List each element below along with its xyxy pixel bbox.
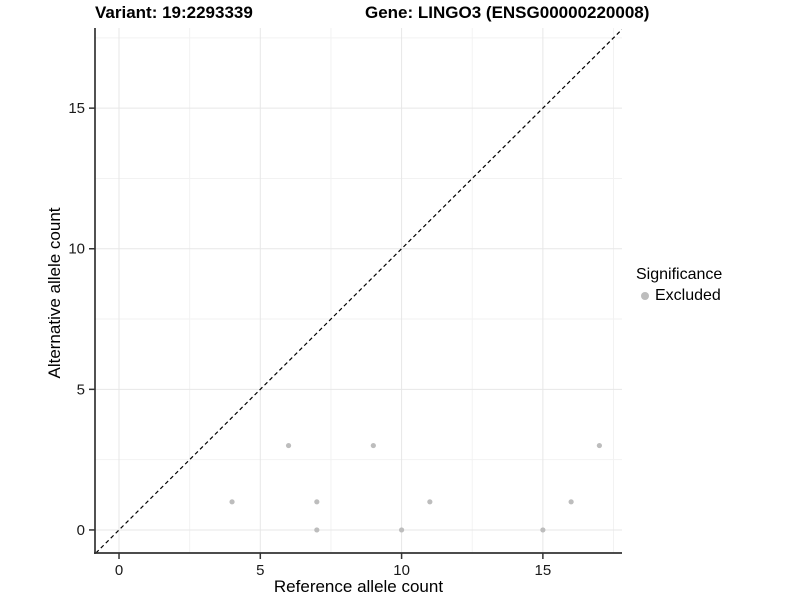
legend: Significance Excluded bbox=[636, 266, 722, 305]
svg-text:0: 0 bbox=[77, 522, 85, 539]
legend-item-excluded: Excluded bbox=[636, 287, 722, 305]
svg-text:10: 10 bbox=[68, 241, 85, 258]
x-axis-title: Reference allele count bbox=[273, 577, 444, 596]
legend-item-label: Excluded bbox=[655, 287, 721, 304]
svg-text:5: 5 bbox=[77, 381, 85, 398]
svg-text:15: 15 bbox=[68, 100, 85, 117]
y-axis-title: Alternative allele count bbox=[45, 207, 64, 379]
legend-point-icon bbox=[641, 292, 649, 300]
gene-title: Gene: LINGO3 (ENSG00000220008) bbox=[365, 3, 650, 22]
legend-title: Significance bbox=[636, 266, 723, 283]
svg-text:0: 0 bbox=[115, 562, 123, 579]
svg-text:10: 10 bbox=[393, 562, 410, 579]
svg-text:5: 5 bbox=[256, 562, 264, 579]
svg-text:15: 15 bbox=[535, 562, 552, 579]
variant-title: Variant: 19:2293339 bbox=[95, 3, 253, 22]
